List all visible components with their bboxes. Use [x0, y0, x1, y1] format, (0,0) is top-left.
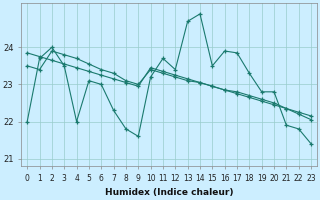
- X-axis label: Humidex (Indice chaleur): Humidex (Indice chaleur): [105, 188, 233, 197]
